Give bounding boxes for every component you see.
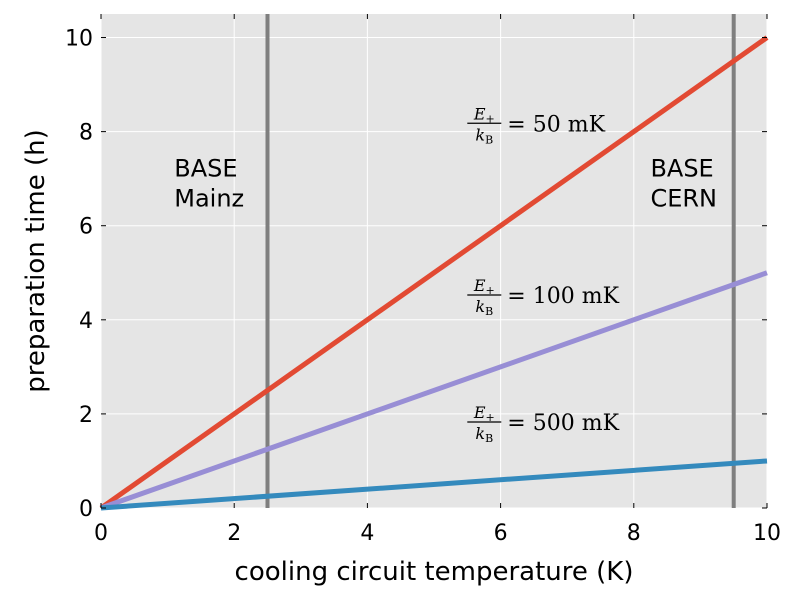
- annotation-numerator: E+: [473, 104, 495, 125]
- annotation-denominator: kB: [475, 125, 493, 146]
- marker-label-base-mainz: BASE Mainz: [174, 154, 244, 212]
- y-tick-label: 0: [79, 497, 93, 522]
- series-line-2: [100, 458, 768, 511]
- annotation-numerator-sub: +: [486, 411, 495, 424]
- series-line-0: [99, 35, 769, 511]
- y-axis-label: preparation time (h): [21, 129, 51, 393]
- x-tick-label: 0: [94, 521, 108, 546]
- x-tick-label: 4: [360, 521, 374, 546]
- annotation-numerator-sub: +: [486, 284, 495, 297]
- x-tick-label: 2: [227, 521, 241, 546]
- annotation-numerator: E+: [473, 403, 495, 424]
- marker-label-line: CERN: [650, 184, 717, 212]
- grid: [100, 14, 768, 509]
- y-tick-label: 2: [79, 403, 93, 428]
- x-tick-label: 8: [627, 521, 641, 546]
- plot-area: [101, 14, 767, 508]
- y-tick-label: 8: [79, 121, 93, 146]
- axis-ticks: 0 2 4 6 8 10 0 2 4 6 8 10: [65, 14, 781, 546]
- annotation-value: = 100 mK: [507, 284, 619, 309]
- annotation-denominator-sub: B: [485, 305, 493, 318]
- marker-label-line: BASE: [650, 154, 713, 182]
- annotation-denominator-symbol: k: [475, 297, 485, 316]
- series-line-1: [100, 270, 768, 511]
- annotation-numerator-sub: +: [486, 112, 495, 125]
- annotation-numerator: E+: [473, 276, 495, 297]
- annotation-value: = 50 mK: [507, 112, 605, 137]
- annotation-denominator-sub: B: [485, 432, 493, 445]
- annotation-denominator: kB: [475, 424, 493, 445]
- annotation-numerator-symbol: E: [473, 403, 486, 422]
- annotation-numerator-symbol: E: [473, 104, 486, 123]
- series-annotation-2: E+kB = 500 mK: [467, 403, 620, 445]
- annotation-denominator-symbol: k: [475, 424, 485, 443]
- annotation-numerator-symbol: E: [473, 276, 486, 295]
- marker-label-line: BASE: [174, 154, 237, 182]
- series-lines: [99, 35, 769, 511]
- marker-label-base-cern: BASE CERN: [650, 154, 717, 212]
- y-tick-label: 6: [79, 215, 93, 240]
- y-tick-label: 4: [79, 309, 93, 334]
- series-annotation-1: E+kB = 100 mK: [467, 276, 620, 318]
- y-tick-label: 10: [65, 27, 93, 52]
- x-tick-label: 10: [753, 521, 781, 546]
- x-tick-label: 6: [494, 521, 508, 546]
- annotation-denominator-sub: B: [485, 133, 493, 146]
- annotation-value: = 500 mK: [507, 411, 619, 436]
- annotation-denominator-symbol: k: [475, 125, 485, 144]
- x-axis-label: cooling circuit temperature (K): [235, 557, 634, 587]
- series-annotation-0: E+kB = 50 mK: [467, 104, 606, 146]
- annotation-denominator: kB: [475, 297, 493, 318]
- marker-label-line: Mainz: [174, 184, 244, 212]
- annotations: E+kB= 50 mKE+kB= 100 mKE+kB= 500 mK: [467, 104, 620, 445]
